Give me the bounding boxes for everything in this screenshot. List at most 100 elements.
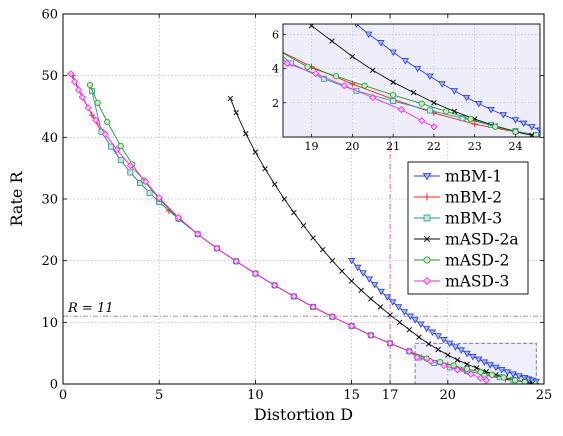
data-point (227, 21, 233, 27)
data-point (423, 235, 431, 243)
data-point (283, 59, 291, 67)
data-point (464, 361, 470, 368)
data-point (186, 0, 192, 5)
data-point (423, 256, 431, 264)
data-point (268, 44, 273, 49)
data-point (400, 309, 409, 316)
data-point (155, 194, 163, 202)
y-axis-label: Rate R (7, 171, 26, 227)
data-point (425, 341, 432, 347)
data-point (117, 157, 124, 164)
data-point (426, 357, 435, 365)
data-point (369, 94, 377, 102)
inset-series-masd-3 (186, 0, 438, 131)
data-point (416, 334, 422, 340)
data-point (347, 258, 356, 265)
inset-x-tick-label: 21 (386, 140, 400, 153)
data-point (428, 329, 437, 337)
data-point (291, 209, 297, 216)
data-point (332, 73, 340, 80)
data-point (521, 379, 528, 384)
data-point (243, 130, 249, 137)
data-point (417, 321, 425, 328)
data-point (462, 94, 471, 102)
data-point (227, 21, 232, 26)
data-point (146, 189, 153, 196)
series-line (283, 52, 516, 133)
inset-series-masd-2 (227, 21, 519, 135)
data-point (519, 120, 528, 128)
x-tick-label: 0 (59, 388, 67, 403)
data-point (480, 359, 489, 366)
x-tick-label: 15 (343, 388, 360, 403)
inset-x-tick-label: 22 (427, 140, 441, 153)
data-point (467, 370, 475, 378)
data-point (252, 149, 259, 155)
data-point (406, 313, 414, 320)
data-point (339, 268, 345, 274)
data-point (320, 75, 327, 82)
data-point (406, 326, 413, 333)
data-point (431, 100, 437, 106)
data-point (422, 172, 432, 181)
data-point (454, 357, 461, 363)
data-point (78, 93, 86, 101)
series-line (355, 24, 540, 131)
data-point (368, 296, 374, 302)
y-tick-label: 40 (41, 131, 58, 146)
data-point (271, 181, 278, 187)
data-point (413, 65, 422, 73)
data-point (499, 112, 507, 119)
data-point (469, 353, 477, 361)
data-point (312, 70, 320, 78)
inset-y-tick-label: 6 (272, 28, 279, 41)
data-point (405, 347, 413, 355)
legend-entry-masd-2: mASD-2 (414, 252, 509, 270)
data-point (328, 313, 336, 321)
inset-frame (282, 23, 541, 138)
data-point (370, 282, 379, 289)
data-point (383, 294, 392, 301)
data-point (369, 67, 376, 73)
rate-threshold-label: R = 11 (67, 301, 114, 316)
data-point (394, 304, 403, 311)
legend-entry-masd-3: mASD-3 (414, 273, 509, 291)
x-tick-label: 5 (155, 388, 163, 403)
data-point (473, 365, 480, 371)
data-point (511, 117, 520, 124)
legend-entry-mbm-2: mBM-2 (414, 189, 502, 207)
data-point (413, 353, 421, 362)
data-point (127, 169, 134, 176)
data-point (438, 81, 446, 88)
series-line (283, 55, 537, 136)
data-point (227, 21, 232, 26)
x-tick-label: 17 (382, 388, 399, 403)
data-point (445, 352, 451, 358)
data-point (390, 79, 396, 85)
y-tick-label: 10 (41, 316, 58, 331)
data-point (451, 344, 460, 351)
data-point (422, 325, 431, 333)
legend-label: mBM-3 (445, 210, 502, 228)
data-point (358, 287, 364, 294)
data-point (187, 0, 192, 4)
data-point (467, 115, 474, 123)
data-point (390, 98, 397, 104)
data-point (142, 178, 150, 186)
legend-entry-mbm-3: mBM-3 (414, 210, 502, 228)
data-point (108, 143, 115, 150)
data-point (117, 142, 124, 150)
main-series (67, 70, 540, 384)
data-point (410, 89, 417, 96)
data-point (515, 373, 523, 380)
data-point (70, 78, 79, 86)
data-point (387, 312, 393, 318)
data-point (289, 4, 294, 9)
data-point (397, 106, 405, 114)
inset-x-tick-label: 23 (468, 140, 482, 153)
data-point (476, 374, 485, 382)
inset-x-tick-label: 24 (509, 140, 523, 153)
data-point (512, 377, 519, 384)
main-series-masd-3 (67, 70, 490, 384)
